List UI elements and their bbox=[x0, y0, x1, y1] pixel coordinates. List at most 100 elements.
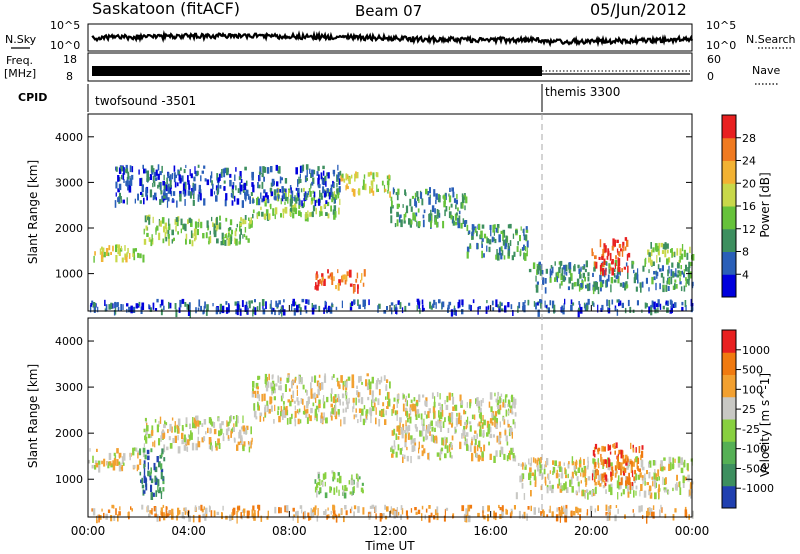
power-pixel bbox=[542, 277, 545, 285]
power-pixel bbox=[525, 229, 529, 233]
power-pixel bbox=[568, 262, 572, 270]
power-pixel bbox=[276, 197, 279, 201]
velocity-pixel bbox=[331, 408, 334, 414]
power-pixel bbox=[608, 303, 611, 310]
velocity-pixel bbox=[426, 435, 429, 440]
velocity-pixel bbox=[286, 377, 289, 383]
power-pixel bbox=[238, 176, 242, 181]
velocity-pixel bbox=[439, 393, 441, 400]
power-pixel bbox=[443, 194, 446, 201]
velocity-pixel bbox=[625, 484, 628, 489]
velocity-pixel bbox=[192, 514, 195, 523]
velocity-pixel bbox=[639, 490, 641, 497]
power-pixel bbox=[503, 255, 506, 260]
velocity-pixel bbox=[112, 465, 116, 471]
velocity-pixel bbox=[243, 508, 246, 513]
velocity-pixel bbox=[377, 378, 379, 382]
power-pixel bbox=[544, 300, 546, 308]
velocity-pixel bbox=[597, 458, 599, 465]
velocity-pixel bbox=[435, 435, 438, 441]
power-pixel bbox=[259, 166, 262, 174]
velocity-pixel bbox=[141, 477, 143, 485]
velocity-pixel bbox=[149, 510, 152, 514]
velocity-pixel bbox=[555, 473, 559, 479]
power-pixel bbox=[167, 234, 170, 240]
power-pixel bbox=[602, 248, 604, 256]
power-pixel bbox=[670, 305, 673, 314]
velocity-pixel bbox=[502, 416, 505, 422]
power-pixel bbox=[204, 301, 206, 309]
power-pixel bbox=[490, 229, 492, 237]
velocity-colorbar-swatch bbox=[722, 485, 736, 509]
velocity-pixel bbox=[270, 405, 273, 412]
power-pixel bbox=[152, 182, 154, 188]
velocity-pixel bbox=[476, 397, 479, 405]
velocity-pixel bbox=[325, 418, 328, 424]
velocity-pixel bbox=[236, 510, 238, 517]
velocity-pixel bbox=[534, 481, 537, 487]
power-pixel bbox=[616, 309, 619, 316]
power-pixel bbox=[237, 188, 240, 193]
power-pixel bbox=[178, 171, 181, 175]
velocity-pixel bbox=[330, 396, 333, 402]
velocity-pixel bbox=[569, 479, 572, 487]
power-pixel bbox=[299, 173, 301, 179]
power-pixel bbox=[587, 276, 590, 282]
velocity-pixel bbox=[168, 436, 171, 441]
velocity-pixel bbox=[211, 445, 213, 452]
power-pixel bbox=[290, 187, 292, 194]
velocity-pixel bbox=[494, 419, 496, 428]
power-pixel bbox=[142, 164, 144, 169]
power-pixel bbox=[560, 281, 563, 286]
power-pixel bbox=[500, 246, 503, 252]
power-pixel bbox=[235, 238, 238, 246]
velocity-pixel bbox=[372, 406, 375, 412]
velocity-pixel bbox=[306, 408, 309, 414]
velocity-pixel bbox=[463, 441, 467, 446]
power-pixel bbox=[679, 277, 681, 282]
velocity-pixel bbox=[340, 375, 343, 383]
power-pixel bbox=[495, 254, 498, 260]
power-pixel bbox=[303, 187, 305, 192]
velocity-pixel bbox=[394, 445, 396, 450]
power-pixel bbox=[298, 303, 301, 309]
power-pixel bbox=[141, 302, 145, 310]
velocity-pixel bbox=[263, 393, 266, 401]
velocity-pixel bbox=[466, 423, 468, 428]
velocity-pixel bbox=[258, 375, 261, 380]
power-pixel bbox=[330, 205, 332, 212]
power-pixel bbox=[648, 306, 651, 314]
beam-title: Beam 07 bbox=[355, 2, 422, 20]
velocity-pixel bbox=[281, 409, 284, 418]
nsky-label: N.Sky bbox=[5, 33, 37, 46]
power-pixel bbox=[606, 278, 608, 287]
velocity-pixel bbox=[597, 475, 601, 480]
power-pixel bbox=[299, 307, 302, 312]
velocity-pixel bbox=[384, 419, 387, 425]
power-pixel bbox=[453, 305, 456, 309]
velocity-pixel bbox=[314, 375, 317, 383]
velocity-pixel bbox=[545, 480, 547, 486]
velocity-pixel bbox=[421, 450, 424, 457]
velocity-pixel bbox=[577, 481, 580, 487]
power-pixel bbox=[454, 213, 458, 221]
velocity-pixel bbox=[338, 475, 342, 484]
power-pixel bbox=[182, 183, 185, 191]
velocity-pixel bbox=[332, 396, 336, 403]
power-pixel bbox=[188, 185, 191, 190]
velocity-pixel bbox=[362, 507, 365, 515]
velocity-pixel bbox=[302, 513, 306, 520]
velocity-pixel bbox=[342, 489, 345, 496]
velocity-pixel bbox=[233, 423, 235, 428]
velocity-pixel bbox=[310, 511, 313, 519]
velocity-pixel bbox=[597, 480, 600, 486]
power-pixel bbox=[200, 193, 202, 201]
power-pixel bbox=[460, 201, 464, 209]
velocity-pixel bbox=[342, 401, 344, 406]
velocity-pixel bbox=[344, 485, 347, 492]
power-pixel bbox=[198, 299, 201, 307]
velocity-pixel bbox=[393, 404, 395, 410]
velocity-pixel bbox=[183, 434, 186, 443]
power-pixel bbox=[416, 191, 419, 198]
